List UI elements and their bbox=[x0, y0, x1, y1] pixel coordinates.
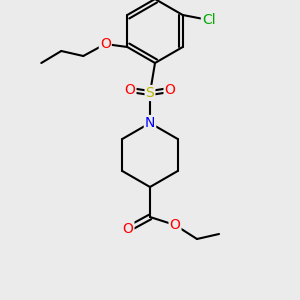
Text: O: O bbox=[123, 222, 134, 236]
Text: Cl: Cl bbox=[202, 13, 215, 27]
Text: N: N bbox=[145, 116, 155, 130]
Text: O: O bbox=[124, 83, 135, 97]
Text: O: O bbox=[169, 218, 180, 232]
Text: S: S bbox=[146, 86, 154, 100]
Text: O: O bbox=[100, 37, 111, 51]
Text: O: O bbox=[165, 83, 176, 97]
